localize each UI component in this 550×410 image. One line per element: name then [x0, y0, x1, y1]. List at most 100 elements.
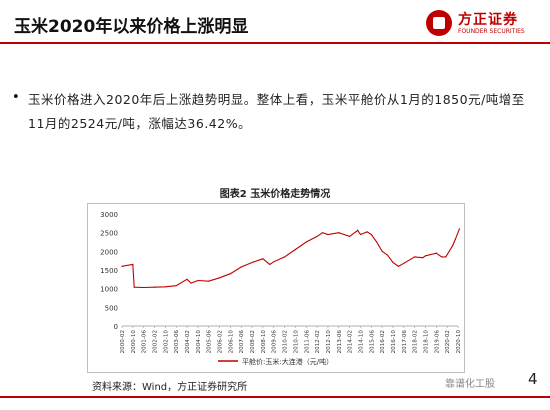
page-title: 玉米2020年以来价格上涨明显: [14, 17, 249, 37]
series-line: [121, 228, 460, 289]
x-tick-label: 2002-10: [163, 330, 169, 354]
data-point: [305, 241, 307, 243]
x-tick-label: 2013-06: [337, 330, 343, 354]
x-tick-label: 2020-02: [445, 330, 451, 353]
x-tick-label: 2008-02: [250, 330, 256, 353]
x-tick-label: 2012-10: [326, 330, 332, 354]
data-point: [349, 235, 351, 237]
data-point: [338, 232, 340, 234]
x-tick-label: 2003-06: [174, 330, 180, 354]
data-point: [458, 228, 460, 230]
data-point: [133, 286, 135, 288]
wechat-watermark: 靠谱化工股: [445, 379, 495, 390]
data-point: [164, 286, 166, 288]
data-point: [208, 280, 210, 282]
x-tick-label: 2007-06: [239, 330, 245, 354]
data-point: [294, 248, 296, 251]
data-point: [186, 278, 188, 280]
bullet-text: 玉米价格进入2020年后上涨趋势明显。整体上看，玉米平舱价从1月的1850元/吨…: [28, 92, 525, 131]
data-point: [121, 265, 123, 267]
price-line-chart: 0 500 1000 1500 2000 2500 3000 2000-02 2000-10 20…: [100, 211, 462, 366]
data-point: [240, 266, 242, 268]
logo-mark-icon: [426, 10, 452, 36]
x-tick-label: 2014-02: [348, 330, 354, 353]
legend-label: 平舱价:玉米:大连港（元/吨）: [242, 357, 333, 366]
x-tick-label: 2014-10: [358, 330, 364, 354]
company-logo: 方正证券 FOUNDER SECURITIES: [426, 8, 536, 38]
header-divider: [0, 42, 550, 44]
y-tick-label: 2000: [100, 248, 118, 256]
x-tick-label: 2005-06: [207, 330, 213, 354]
data-point: [316, 235, 318, 237]
x-tick-label: 2019-06: [434, 330, 440, 354]
logo-subtitle: FOUNDER SECURITIES: [458, 28, 525, 35]
x-tick-label: 2000-10: [131, 330, 137, 354]
y-tick-label: 0: [114, 323, 118, 331]
bullet-paragraph: • 玉米价格进入2020年后上涨趋势明显。整体上看，玉米平舱价从1月的1850元…: [12, 88, 528, 136]
footer-divider: [0, 396, 550, 398]
x-tick-label: 2006-02: [218, 330, 224, 353]
data-point: [381, 250, 383, 252]
data-point: [386, 254, 389, 256]
data-point: [414, 256, 416, 258]
x-tick-label: 2001-06: [142, 330, 148, 354]
data-point: [153, 286, 156, 288]
x-tick-label: 2020-10: [456, 330, 462, 354]
data-point: [284, 256, 286, 258]
x-tick-label: 2016-10: [391, 330, 397, 354]
x-tick-label: 2009-06: [272, 330, 278, 354]
x-tick-label: 2004-02: [185, 330, 191, 353]
data-point: [370, 233, 372, 236]
data-point: [175, 285, 177, 287]
source-note: 资料来源：Wind，方正证券研究所: [92, 382, 248, 393]
data-point: [218, 277, 221, 279]
data-point: [359, 233, 362, 236]
data-point: [435, 252, 437, 254]
x-tick-label: 2000-02: [120, 330, 126, 353]
data-point: [273, 261, 275, 263]
data-point: [229, 273, 231, 275]
x-tick-label: 2015-06: [369, 330, 375, 354]
data-point: [321, 232, 324, 234]
page-number: 4: [528, 370, 538, 388]
y-tick-label: 3000: [100, 211, 118, 219]
x-tick-label: 2016-02: [380, 330, 386, 353]
x-tick-label: 2010-10: [293, 330, 299, 354]
data-point: [366, 231, 368, 233]
x-tick-label: 2017-06: [402, 330, 408, 354]
figure-title: 图表2 玉米价格走势情况: [219, 189, 331, 200]
data-point: [269, 263, 271, 265]
data-point: [132, 263, 134, 265]
data-point: [397, 265, 399, 267]
data-point: [392, 261, 394, 264]
x-tick-label: 2010-02: [283, 330, 289, 353]
data-point: [441, 256, 443, 258]
x-tick-label: 2018-02: [413, 330, 419, 353]
x-tick-label: 2012-02: [315, 330, 321, 353]
y-tick-label: 1000: [100, 286, 118, 294]
data-point: [445, 256, 447, 258]
data-point: [357, 229, 359, 231]
data-point: [454, 238, 456, 240]
x-tick-label: 2006-10: [228, 330, 234, 354]
data-point: [452, 245, 454, 247]
data-point: [327, 233, 329, 236]
data-point: [190, 282, 192, 284]
x-tick-label: 2011-06: [304, 330, 310, 354]
y-tick-label: 2500: [100, 230, 118, 238]
data-point: [376, 241, 378, 243]
x-tick-label: 2008-10: [261, 330, 267, 354]
y-tick-label: 1500: [100, 267, 118, 275]
data-point: [403, 262, 405, 264]
chart-frame: 0 500 1000 1500 2000 2500 3000 2000-02 2000-10 20…: [87, 203, 465, 373]
data-point: [143, 286, 145, 289]
logo-name: 方正证券: [458, 12, 518, 28]
bullet-dot-icon: •: [12, 90, 20, 105]
data-point: [197, 279, 199, 282]
data-point: [422, 257, 424, 259]
data-point: [251, 261, 253, 264]
data-point: [424, 255, 427, 257]
y-tick-label: 500: [105, 304, 118, 312]
x-tick-label: 2002-02: [153, 330, 159, 353]
x-tick-label: 2018-10: [423, 330, 429, 354]
